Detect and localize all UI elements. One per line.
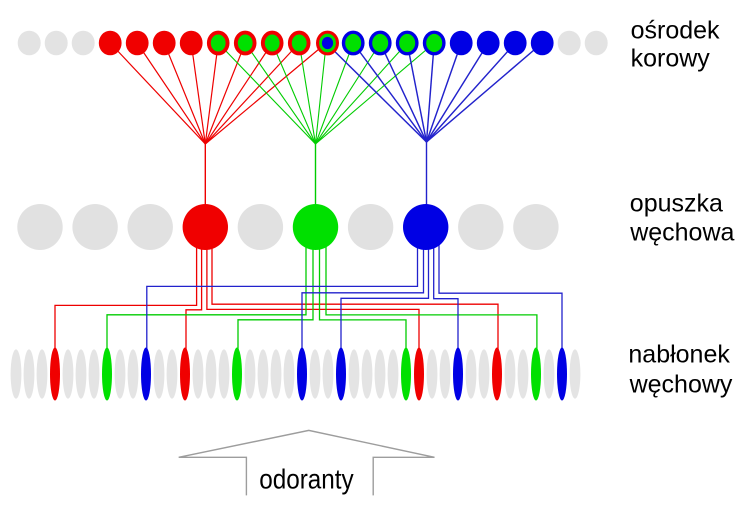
svg-text:węchowy: węchowy [629,370,733,398]
svg-text:nabłonek: nabłonek [628,340,730,368]
svg-text:odoranty: odoranty [259,464,354,495]
svg-text:opuszka: opuszka [630,190,723,218]
svg-text:korowy: korowy [631,44,711,72]
svg-text:węchowa: węchowa [629,218,734,246]
svg-text:ośrodek: ośrodek [631,17,720,45]
